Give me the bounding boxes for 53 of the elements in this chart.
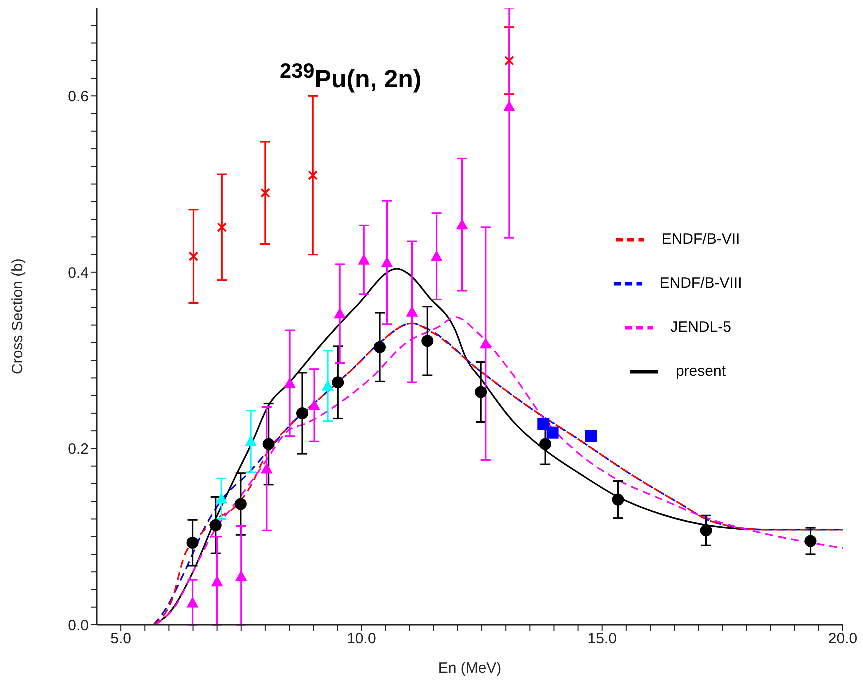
legend-label: ENDF/B-VII: [662, 230, 740, 250]
point: [186, 596, 199, 608]
point: [480, 338, 492, 349]
point: [217, 222, 228, 232]
y-tick-label: 0.2: [68, 441, 89, 458]
x-tick-label: 5.0: [110, 630, 132, 648]
point: [430, 250, 443, 262]
point: [374, 341, 386, 354]
text: $^{239}$Pu(n, 2n): [280, 60, 422, 94]
point: [475, 386, 488, 398]
point: [260, 462, 273, 474]
point: [334, 308, 346, 319]
x-tick-label: 10.0: [347, 630, 376, 648]
point: [358, 254, 370, 265]
point: [262, 438, 275, 450]
point: [260, 188, 270, 198]
y-axis-title: Cross Section (b): [9, 258, 26, 374]
point: [186, 537, 199, 550]
point: [308, 400, 321, 410]
point: [503, 100, 516, 112]
legend-label: ENDF/B-VIII: [660, 274, 742, 294]
point: [804, 535, 817, 548]
point: [540, 438, 552, 450]
point: [235, 570, 248, 582]
point: [381, 256, 394, 268]
legend-label: present: [676, 362, 726, 382]
point: [211, 576, 224, 587]
point: [546, 426, 559, 439]
point: [406, 306, 418, 317]
x-tick-label: 15.0: [588, 630, 617, 648]
point: [322, 380, 334, 391]
point: [188, 252, 199, 262]
point: [504, 56, 514, 66]
y-tick-label: 0.4: [68, 264, 89, 282]
point: [284, 377, 296, 388]
point: [245, 436, 258, 446]
y-tick-label: 0.0: [68, 617, 89, 634]
point: [456, 218, 468, 230]
x-tick-label: 20.0: [828, 630, 858, 648]
point: [234, 498, 247, 510]
point: [296, 407, 309, 420]
point: [216, 492, 228, 504]
point: [308, 170, 318, 180]
point: [585, 430, 598, 442]
x-axis-title: En (MeV): [438, 660, 502, 677]
point: [210, 519, 222, 532]
legend-label: JENDL-5: [670, 318, 732, 338]
point: [422, 335, 434, 348]
point: [332, 376, 344, 389]
point: [700, 524, 712, 537]
point: [612, 494, 624, 506]
y-tick-label: 0.6: [68, 88, 89, 106]
point: [538, 418, 550, 430]
